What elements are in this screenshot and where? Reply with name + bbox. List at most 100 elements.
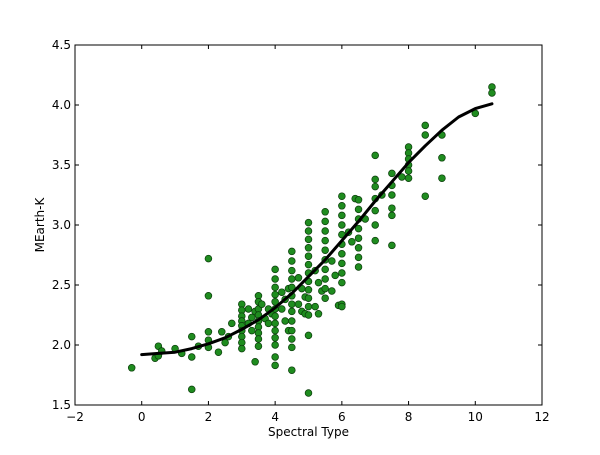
scatter-point [421,121,430,130]
scatter-point [388,191,396,199]
scatter-point [188,385,196,394]
scatter-point [251,358,259,366]
scatter-point [271,334,279,342]
scatter-point [438,174,446,182]
plot-frame [74,44,543,406]
scatter-point [338,202,346,210]
scatter-point [354,196,363,204]
scatter-point [271,265,279,274]
scatter-point [288,317,296,325]
scatter-point [304,311,313,319]
scatter-point [288,300,296,308]
x-tick-label: 0 [138,410,146,424]
scatter-point [338,192,346,200]
scatter-point [311,302,319,311]
scatter-point [371,175,379,184]
scatter-point [348,238,356,246]
scatter-point [271,298,279,306]
scatter-point [254,335,263,343]
scatter-point [321,246,329,254]
scatter-point [288,266,296,275]
scatter-point [218,328,226,336]
scatter-point [304,260,313,269]
scatter-point [354,224,363,233]
scatter-point [404,167,413,175]
scatter-point [304,294,313,302]
scatter-point [288,307,296,316]
scatter-point [321,236,329,245]
scatter-point [421,192,430,200]
scatter-point [421,131,430,139]
y-tick-label: 4.5 [52,38,71,52]
scatter-point [321,265,329,274]
scatter-point [278,288,286,296]
scatter-point [338,269,346,277]
scatter-point [314,310,323,318]
scatter-point [258,300,266,308]
scatter-point [271,283,279,292]
scatter-point [204,292,213,300]
scatter-point [371,221,379,229]
series-layer [127,83,496,397]
scatter-point [354,263,363,271]
y-axis-title: MEarth-K [33,197,47,253]
scatter-point [228,319,236,328]
scatter-point [248,326,256,335]
scatter-point [238,344,246,353]
scatter-point [354,234,363,242]
scatter-point [244,305,253,313]
x-tick-label: 2 [205,410,213,424]
scatter-point [304,244,313,252]
tick-layer: −2 0 2 4 6 8 10 12 1.5 2.0 2.5 3.0 3.5 4.0 4.5 [52,38,550,424]
scatter-point [314,278,323,287]
y-tick-label: 3.0 [52,218,71,232]
scatter-point [388,169,396,178]
scatter-point [271,290,279,299]
scatter-point [321,294,329,302]
scatter-point [294,300,303,308]
scatter-point [288,275,296,283]
scatter-point [388,204,396,212]
scatter-point [288,343,296,352]
x-tick-label: −2 [66,410,84,424]
scatter-point [338,221,346,229]
x-tick-label: 8 [405,410,413,424]
x-axis-title: Spectral Type [268,425,349,439]
scatter-point [271,341,279,349]
scatter-point [304,252,313,260]
scatter-point [371,182,379,191]
scatter-point [204,254,213,263]
scatter-point [264,319,273,328]
scatter-point [188,332,196,341]
scatter-point [271,326,279,335]
scatter-point [354,244,363,252]
scatter-point [321,284,329,293]
scatter-point [271,275,279,283]
scatter-point [288,247,296,256]
scatter-point [354,253,363,262]
scatter-point [304,227,313,235]
scatter-point [294,274,303,282]
scatter-point [127,364,136,372]
scatter-point [271,319,279,328]
x-tick-label: 10 [468,410,483,424]
scatter-point [278,305,286,313]
scatter-point [438,154,446,162]
fit-curve [140,102,494,357]
scatter-point [214,348,223,356]
y-tick-label: 4.0 [52,98,71,112]
scatter-point [338,259,346,268]
scatter-point [281,317,289,325]
x-tick-label: 6 [338,410,346,424]
scatter-point [321,208,329,216]
scatter-point [321,227,329,235]
scatter-point [331,271,339,280]
scatter-point [404,174,413,182]
scatter-point [288,283,296,292]
scatter-point [204,328,213,336]
scatter-point [304,331,313,340]
scatter-point [388,241,396,250]
scatter-point [371,236,379,245]
scatter-point [304,302,313,311]
